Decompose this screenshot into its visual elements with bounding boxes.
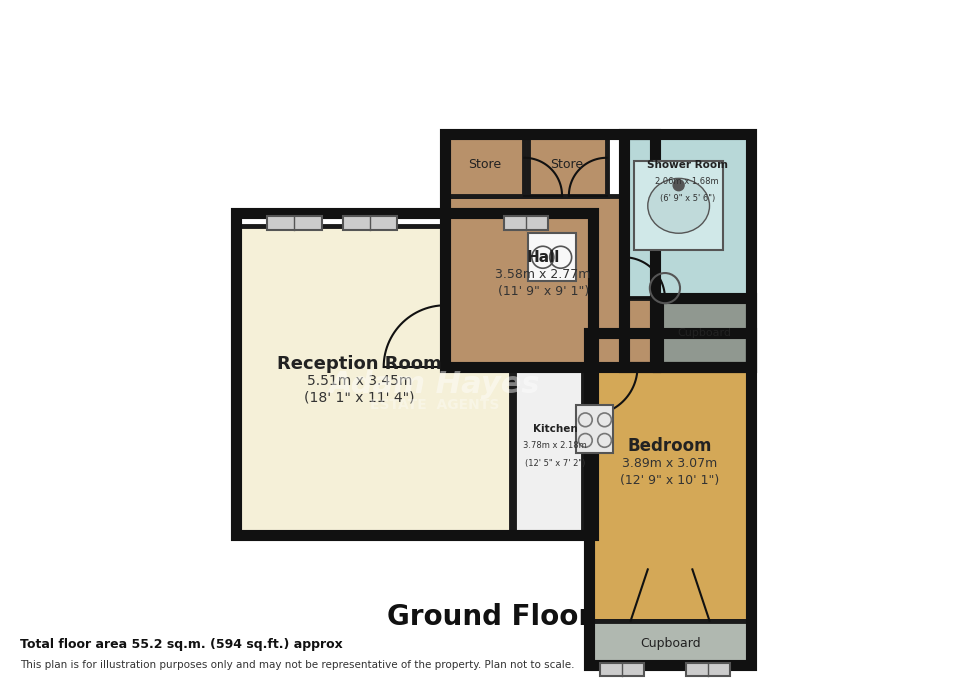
Text: (18' 1" x 11' 4"): (18' 1" x 11' 4") <box>305 391 415 405</box>
Bar <box>514 329 582 535</box>
Text: Shower Room: Shower Room <box>647 160 728 169</box>
Bar <box>659 298 751 367</box>
Text: ESTATE  AGENTS: ESTATE AGENTS <box>370 398 500 412</box>
Bar <box>659 298 751 367</box>
Bar <box>236 213 593 535</box>
Text: (6' 9" x 5' 6"): (6' 9" x 5' 6") <box>660 194 714 204</box>
Circle shape <box>673 180 684 191</box>
Text: Bedroom: Bedroom <box>628 437 712 455</box>
Ellipse shape <box>648 178 710 233</box>
Bar <box>528 134 607 196</box>
Text: Total floor area 55.2 sq.m. (594 sq.ft.) approx: Total floor area 55.2 sq.m. (594 sq.ft.)… <box>20 639 342 651</box>
Text: Ground Floor: Ground Floor <box>387 604 593 631</box>
Text: Hall: Hall <box>526 250 560 265</box>
Text: 3.89m x 3.07m: 3.89m x 3.07m <box>622 457 717 469</box>
Text: 2.06m x 1.68m: 2.06m x 1.68m <box>656 177 719 187</box>
Bar <box>445 196 655 367</box>
Bar <box>236 226 511 535</box>
Bar <box>528 233 576 281</box>
Bar <box>590 333 751 621</box>
Text: Reception Room: Reception Room <box>277 355 442 372</box>
Bar <box>600 663 645 676</box>
Bar <box>686 663 730 676</box>
Text: 3.78m x 2.18m: 3.78m x 2.18m <box>523 441 587 451</box>
Bar <box>576 405 613 453</box>
Text: Store: Store <box>468 158 502 171</box>
Bar <box>634 161 723 250</box>
Bar <box>267 216 321 230</box>
Text: Adam Hayes: Adam Hayes <box>329 370 541 399</box>
Bar <box>624 134 751 298</box>
Bar <box>624 134 751 367</box>
Text: (11' 9" x 9' 1"): (11' 9" x 9' 1") <box>498 285 589 298</box>
Bar <box>590 621 751 665</box>
Text: 5.51m x 3.45m: 5.51m x 3.45m <box>307 374 413 388</box>
Text: Kitchen: Kitchen <box>533 424 577 434</box>
Bar <box>504 216 549 230</box>
Bar <box>445 134 524 196</box>
Text: (12' 5" x 7' 2"): (12' 5" x 7' 2") <box>525 458 585 468</box>
Text: Cupboard: Cupboard <box>677 328 731 338</box>
Bar <box>590 333 751 665</box>
Text: Cupboard: Cupboard <box>640 637 701 650</box>
Bar <box>343 216 398 230</box>
Text: 3.58m x 2.77m: 3.58m x 2.77m <box>496 268 591 281</box>
Text: (12' 9" x 10' 1"): (12' 9" x 10' 1") <box>620 474 719 486</box>
Text: This plan is for illustration purposes only and may not be representative of the: This plan is for illustration purposes o… <box>20 661 574 670</box>
Bar <box>445 134 655 367</box>
Text: Store: Store <box>551 158 584 171</box>
